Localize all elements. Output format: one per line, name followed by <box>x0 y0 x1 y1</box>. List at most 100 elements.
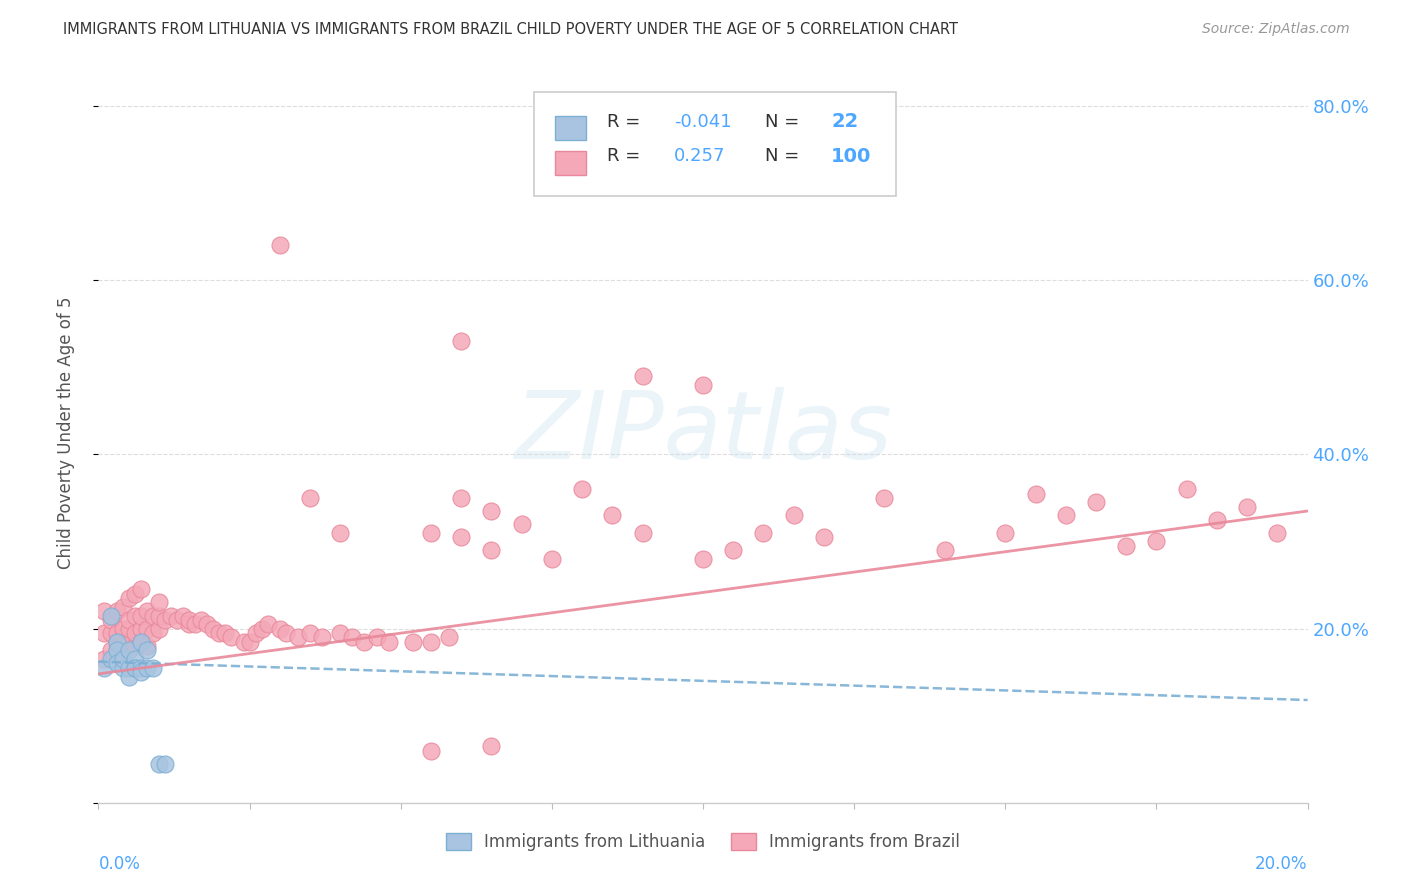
Point <box>481 504 503 518</box>
Point <box>1054 508 1077 523</box>
Point <box>118 591 141 606</box>
Point <box>934 543 956 558</box>
Point <box>135 643 157 657</box>
Point <box>100 626 122 640</box>
Text: R =: R = <box>607 112 647 130</box>
Point <box>153 756 176 771</box>
Text: N =: N = <box>765 147 804 165</box>
Point <box>135 639 157 653</box>
Point <box>208 626 231 640</box>
Point <box>377 634 399 648</box>
Point <box>269 622 291 636</box>
Text: ZIPatlas: ZIPatlas <box>515 387 891 478</box>
Point <box>111 599 134 614</box>
Point <box>148 756 170 771</box>
Point <box>1267 525 1289 540</box>
Point <box>269 238 291 252</box>
Point <box>105 626 128 640</box>
Point <box>172 608 194 623</box>
Point <box>287 630 309 644</box>
Point <box>571 482 593 496</box>
Point <box>299 491 322 505</box>
Point <box>631 369 654 384</box>
Point <box>510 517 533 532</box>
Point <box>135 604 157 618</box>
Point <box>1085 495 1108 509</box>
Point <box>118 634 141 648</box>
Point <box>166 613 188 627</box>
Point <box>450 530 472 544</box>
Point <box>93 604 115 618</box>
Point <box>184 617 207 632</box>
Text: 22: 22 <box>831 112 859 131</box>
Point <box>105 643 128 657</box>
Point <box>111 643 134 657</box>
Point <box>105 643 128 657</box>
Point <box>631 525 654 540</box>
Point <box>93 652 115 666</box>
Point <box>202 622 225 636</box>
FancyBboxPatch shape <box>555 151 586 175</box>
Point <box>232 634 254 648</box>
Y-axis label: Child Poverty Under the Age of 5: Child Poverty Under the Age of 5 <box>56 296 75 569</box>
Point <box>1236 500 1258 514</box>
Point <box>148 595 170 609</box>
Point <box>256 617 278 632</box>
Point <box>135 661 157 675</box>
Point <box>118 622 141 636</box>
Point <box>160 608 183 623</box>
Point <box>195 617 218 632</box>
Point <box>450 334 472 348</box>
Point <box>190 613 212 627</box>
Point <box>420 525 443 540</box>
Point <box>602 508 624 523</box>
Point <box>437 630 460 644</box>
Point <box>129 634 152 648</box>
Point <box>124 608 146 623</box>
Point <box>129 622 152 636</box>
Point <box>111 630 134 644</box>
Point <box>481 739 503 754</box>
Point <box>366 630 388 644</box>
Point <box>93 661 115 675</box>
Point <box>118 669 141 683</box>
Point <box>148 608 170 623</box>
Point <box>142 626 165 640</box>
FancyBboxPatch shape <box>534 92 897 195</box>
Point <box>111 661 134 675</box>
Point <box>105 604 128 618</box>
Point <box>129 661 152 675</box>
Point <box>299 626 322 640</box>
Point <box>111 652 134 666</box>
Point <box>1024 486 1046 500</box>
Point <box>135 622 157 636</box>
Text: R =: R = <box>607 147 652 165</box>
Point <box>105 634 128 648</box>
Point <box>142 661 165 675</box>
Point <box>353 634 375 648</box>
Legend: Immigrants from Lithuania, Immigrants from Brazil: Immigrants from Lithuania, Immigrants fr… <box>440 826 966 857</box>
Point <box>124 652 146 666</box>
Text: 0.257: 0.257 <box>673 147 725 165</box>
Point <box>274 626 297 640</box>
Point <box>250 622 273 636</box>
Text: 100: 100 <box>831 147 872 166</box>
Point <box>723 543 745 558</box>
Text: IMMIGRANTS FROM LITHUANIA VS IMMIGRANTS FROM BRAZIL CHILD POVERTY UNDER THE AGE : IMMIGRANTS FROM LITHUANIA VS IMMIGRANTS … <box>63 22 959 37</box>
Point <box>105 657 128 671</box>
Point <box>124 587 146 601</box>
Point <box>100 613 122 627</box>
Point <box>239 634 262 648</box>
Point <box>329 626 352 640</box>
Text: 20.0%: 20.0% <box>1256 855 1308 872</box>
Point <box>1206 513 1229 527</box>
Point <box>1115 539 1137 553</box>
Point <box>129 634 152 648</box>
Point <box>873 491 896 505</box>
Point <box>179 613 201 627</box>
Point <box>311 630 333 644</box>
Point <box>540 552 562 566</box>
Point <box>402 634 425 648</box>
Point <box>994 525 1017 540</box>
Point <box>420 634 443 648</box>
